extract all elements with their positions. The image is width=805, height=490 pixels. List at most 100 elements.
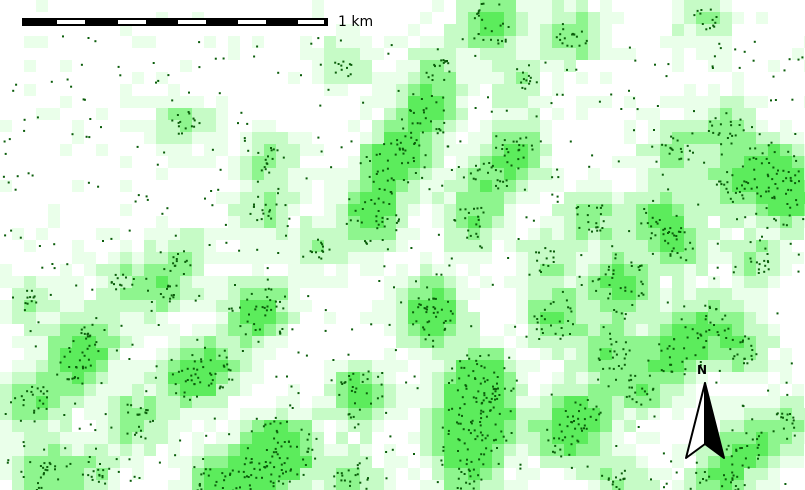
density-cell <box>180 456 192 468</box>
feature-point <box>167 74 170 77</box>
density-cell <box>408 144 420 156</box>
density-cell <box>336 252 348 264</box>
feature-point <box>405 381 408 384</box>
feature-point <box>423 166 426 169</box>
feature-point <box>266 305 269 308</box>
feature-point <box>609 338 612 340</box>
feature-point <box>705 330 708 333</box>
density-cell <box>228 336 240 348</box>
feature-point <box>277 71 280 74</box>
feature-point <box>752 59 755 62</box>
feature-point <box>340 68 343 71</box>
density-cell <box>612 204 624 216</box>
feature-point <box>536 321 539 324</box>
feature-point <box>586 465 589 468</box>
feature-point <box>468 357 471 360</box>
feature-point <box>14 397 17 400</box>
feature-point <box>610 93 613 96</box>
feature-point <box>267 287 270 290</box>
density-cell <box>660 384 672 396</box>
feature-point <box>683 373 686 376</box>
density-cell <box>768 444 780 456</box>
density-cell <box>60 144 72 156</box>
density-cell <box>108 360 120 372</box>
density-cell <box>504 84 516 96</box>
feature-point <box>365 487 368 490</box>
density-cell <box>552 276 564 288</box>
density-cell <box>120 312 132 324</box>
feature-point <box>459 459 462 462</box>
density-cell <box>648 288 660 300</box>
density-cell <box>516 468 528 480</box>
feature-point <box>474 107 477 109</box>
feature-point <box>327 88 330 91</box>
north-arrow-label: N <box>697 363 708 377</box>
feature-point <box>225 241 228 244</box>
feature-point <box>185 259 188 262</box>
feature-point <box>726 171 729 174</box>
feature-point <box>347 413 350 416</box>
density-cell <box>96 324 108 336</box>
density-cell <box>504 276 516 288</box>
feature-point <box>477 474 480 477</box>
density-cell <box>624 276 636 288</box>
feature-point <box>602 220 605 223</box>
feature-point <box>483 453 486 456</box>
feature-point <box>263 306 266 309</box>
feature-point <box>377 375 380 378</box>
density-cell <box>72 480 84 490</box>
feature-point <box>340 64 343 67</box>
feature-point <box>155 365 158 368</box>
feature-point <box>89 423 92 426</box>
density-cell <box>192 228 204 240</box>
feature-point <box>568 453 571 456</box>
density-cell <box>372 408 384 420</box>
density-cell <box>216 96 228 108</box>
feature-point <box>376 227 379 230</box>
feature-point <box>443 121 446 124</box>
feature-point <box>193 466 196 469</box>
density-cell <box>384 312 396 324</box>
density-cell <box>60 264 72 276</box>
density-cell <box>756 276 768 288</box>
density-cell <box>672 132 684 144</box>
feature-point <box>572 323 574 326</box>
density-cell <box>348 228 360 240</box>
density-cell <box>156 108 168 120</box>
feature-point <box>399 141 402 144</box>
density-cell <box>588 288 600 300</box>
feature-point <box>284 204 287 207</box>
feature-point <box>44 468 47 471</box>
feature-point <box>396 143 399 146</box>
density-cell <box>348 444 360 456</box>
feature-point <box>342 60 345 63</box>
feature-point <box>43 448 46 451</box>
feature-point <box>415 139 418 142</box>
feature-point <box>619 478 622 481</box>
density-cell <box>276 312 288 324</box>
feature-point <box>394 153 397 156</box>
density-cell <box>468 204 480 216</box>
density-cell <box>492 168 504 180</box>
density-cell <box>396 192 408 204</box>
feature-point <box>786 393 789 396</box>
feature-point <box>54 465 57 468</box>
density-cell <box>480 456 492 468</box>
feature-point <box>125 276 127 279</box>
density-cell <box>528 420 540 432</box>
feature-point <box>135 431 138 434</box>
density-cell <box>264 228 276 240</box>
density-cell <box>684 300 696 312</box>
feature-point <box>171 99 174 102</box>
feature-point <box>567 306 570 309</box>
density-cell <box>348 372 360 384</box>
feature-point <box>193 125 196 128</box>
density-cell <box>672 192 684 204</box>
feature-point <box>789 413 791 415</box>
density-cell <box>168 396 180 408</box>
feature-point <box>724 478 727 481</box>
density-cell <box>732 192 744 204</box>
density-cell <box>240 384 252 396</box>
